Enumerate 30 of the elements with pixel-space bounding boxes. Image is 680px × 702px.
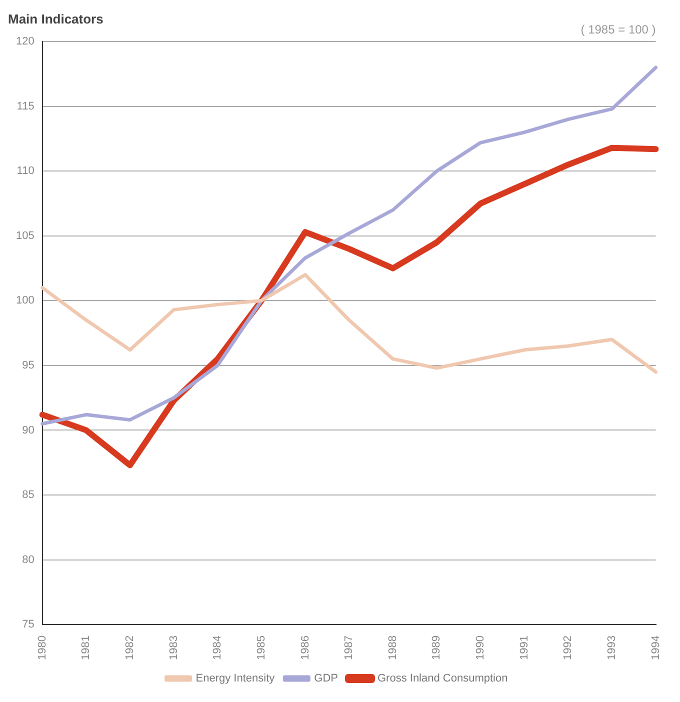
x-tick-label: 1990	[474, 636, 487, 660]
y-tick-label: 90	[22, 424, 34, 436]
y-tick-label: 75	[22, 618, 34, 631]
y-tick-label: 85	[22, 489, 34, 502]
x-tick-label: 1985	[255, 636, 268, 660]
x-tick-label: 1986	[299, 636, 312, 660]
x-tick-label: 1992	[562, 636, 574, 660]
x-tick-label: 1984	[212, 636, 224, 660]
chart-title: Main Indicators	[8, 11, 104, 26]
y-tick-label: 80	[22, 554, 34, 566]
x-tick-label: 1980	[36, 636, 48, 660]
text: ( 1985 = 100 )	[580, 22, 656, 36]
y-tick-label: 100	[16, 294, 34, 307]
y-tick-label: 105	[16, 230, 34, 242]
x-tick-label: 1982	[124, 636, 136, 660]
y-tick-label: 115	[16, 100, 34, 112]
legend-label: GDP	[314, 672, 338, 685]
x-tick-label: 1983	[168, 636, 180, 660]
x-tick-label: 1993	[606, 636, 618, 660]
y-tick-label: 120	[16, 36, 34, 48]
legend-label: Energy Intensity	[196, 672, 276, 685]
x-tick-label: 1988	[386, 636, 399, 660]
legend-label: Gross Inland Consumption	[377, 672, 508, 685]
x-tick-label: 1991	[518, 636, 530, 660]
x-tick-label: 1981	[80, 636, 92, 660]
y-tick-label: 110	[16, 165, 34, 178]
y-tick-label: 95	[22, 359, 34, 372]
x-tick-label: 1989	[430, 636, 443, 660]
x-tick-label: 1987	[343, 636, 356, 660]
x-tick-label: 1994	[650, 636, 662, 660]
